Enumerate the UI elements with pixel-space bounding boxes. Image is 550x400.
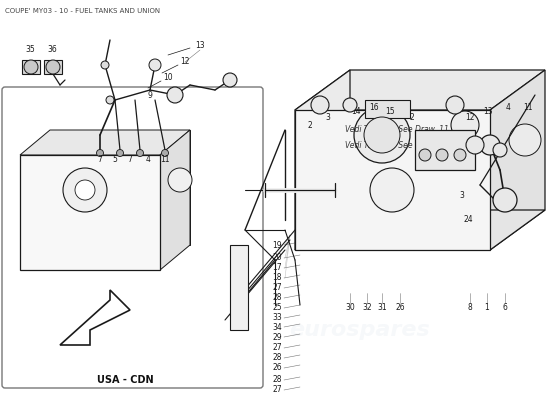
Text: 2: 2	[307, 120, 312, 130]
Circle shape	[370, 168, 414, 212]
Circle shape	[149, 59, 161, 71]
Bar	[20, 155, 160, 270]
Text: 10: 10	[163, 74, 173, 82]
Text: 5: 5	[113, 156, 118, 164]
Polygon shape	[295, 70, 545, 110]
Text: 2: 2	[410, 114, 414, 122]
Text: 34: 34	[272, 322, 282, 332]
Text: 3: 3	[326, 114, 331, 122]
Text: 7: 7	[128, 156, 133, 164]
Circle shape	[480, 135, 500, 155]
Text: 6: 6	[503, 304, 508, 312]
Text: 13: 13	[483, 108, 493, 116]
Text: 16: 16	[369, 104, 379, 112]
Text: 17: 17	[272, 264, 282, 272]
Text: 28: 28	[272, 376, 282, 384]
Text: 1: 1	[485, 304, 490, 312]
Text: 33: 33	[272, 314, 282, 322]
Text: 27: 27	[272, 284, 282, 292]
Text: 14: 14	[351, 108, 361, 116]
Text: 24: 24	[463, 160, 473, 170]
Circle shape	[509, 124, 541, 156]
Text: 24: 24	[463, 216, 473, 224]
Text: 3: 3	[460, 190, 464, 200]
Circle shape	[223, 73, 237, 87]
Text: 4: 4	[505, 104, 510, 112]
Circle shape	[451, 111, 479, 139]
Circle shape	[46, 60, 60, 74]
Text: 27: 27	[272, 386, 282, 394]
Circle shape	[167, 87, 183, 103]
Bar	[365, 100, 410, 118]
Circle shape	[63, 168, 107, 212]
Circle shape	[419, 149, 431, 161]
Text: 12: 12	[465, 114, 475, 122]
Circle shape	[354, 107, 410, 163]
Text: 19: 19	[272, 240, 282, 250]
Circle shape	[96, 150, 103, 156]
Text: COUPE' MY03 - 10 - FUEL TANKS AND UNION: COUPE' MY03 - 10 - FUEL TANKS AND UNION	[5, 8, 160, 14]
Circle shape	[136, 150, 144, 156]
Circle shape	[75, 180, 95, 200]
Polygon shape	[20, 130, 190, 155]
Circle shape	[168, 168, 192, 192]
Bar	[415, 130, 475, 170]
Text: Vedi Tav. 12 - See Draw. 12: Vedi Tav. 12 - See Draw. 12	[345, 140, 449, 150]
Polygon shape	[295, 210, 545, 250]
Circle shape	[364, 117, 400, 153]
Circle shape	[466, 136, 484, 154]
Text: 28: 28	[272, 294, 282, 302]
Circle shape	[106, 96, 114, 104]
Text: 8: 8	[468, 304, 472, 312]
Text: 9: 9	[147, 90, 152, 100]
Circle shape	[493, 188, 517, 212]
Text: eurospares: eurospares	[310, 190, 450, 210]
Text: 11: 11	[160, 156, 170, 164]
Text: 11: 11	[523, 104, 533, 112]
Text: 27: 27	[272, 344, 282, 352]
Circle shape	[446, 96, 464, 114]
Circle shape	[311, 96, 329, 114]
Text: 26: 26	[395, 304, 405, 312]
Text: 35: 35	[25, 46, 35, 54]
Text: 36: 36	[47, 46, 57, 54]
Text: 30: 30	[345, 304, 355, 312]
Text: 13: 13	[195, 40, 205, 50]
Text: eurospares: eurospares	[59, 170, 200, 190]
Circle shape	[454, 149, 466, 161]
Text: 15: 15	[385, 108, 395, 116]
Text: eurospares: eurospares	[125, 280, 265, 300]
Text: Vedi Tav. 11 - See Draw. 11: Vedi Tav. 11 - See Draw. 11	[345, 126, 449, 134]
Polygon shape	[60, 290, 130, 345]
Text: 28: 28	[272, 354, 282, 362]
Polygon shape	[50, 130, 190, 245]
Polygon shape	[295, 110, 490, 250]
Circle shape	[117, 150, 124, 156]
Text: eurospares: eurospares	[290, 320, 430, 340]
Text: 12: 12	[180, 58, 190, 66]
Text: 25: 25	[272, 304, 282, 312]
Bar	[44, 60, 62, 74]
Text: 32: 32	[362, 304, 372, 312]
Circle shape	[24, 60, 38, 74]
Circle shape	[493, 143, 507, 157]
Text: 20: 20	[272, 254, 282, 262]
Text: 29: 29	[272, 332, 282, 342]
Bar	[230, 245, 248, 330]
Circle shape	[101, 61, 109, 69]
Text: 18: 18	[272, 274, 282, 282]
Text: 7: 7	[97, 156, 102, 164]
Polygon shape	[295, 70, 350, 250]
Polygon shape	[490, 70, 545, 250]
Bar	[22, 60, 40, 74]
Text: USA - CDN: USA - CDN	[97, 375, 153, 385]
FancyBboxPatch shape	[2, 87, 263, 388]
Circle shape	[162, 150, 168, 156]
Circle shape	[436, 149, 448, 161]
Text: 31: 31	[377, 304, 387, 312]
Circle shape	[343, 98, 357, 112]
Polygon shape	[160, 130, 190, 270]
Text: 26: 26	[272, 364, 282, 372]
Text: 4: 4	[146, 156, 151, 164]
